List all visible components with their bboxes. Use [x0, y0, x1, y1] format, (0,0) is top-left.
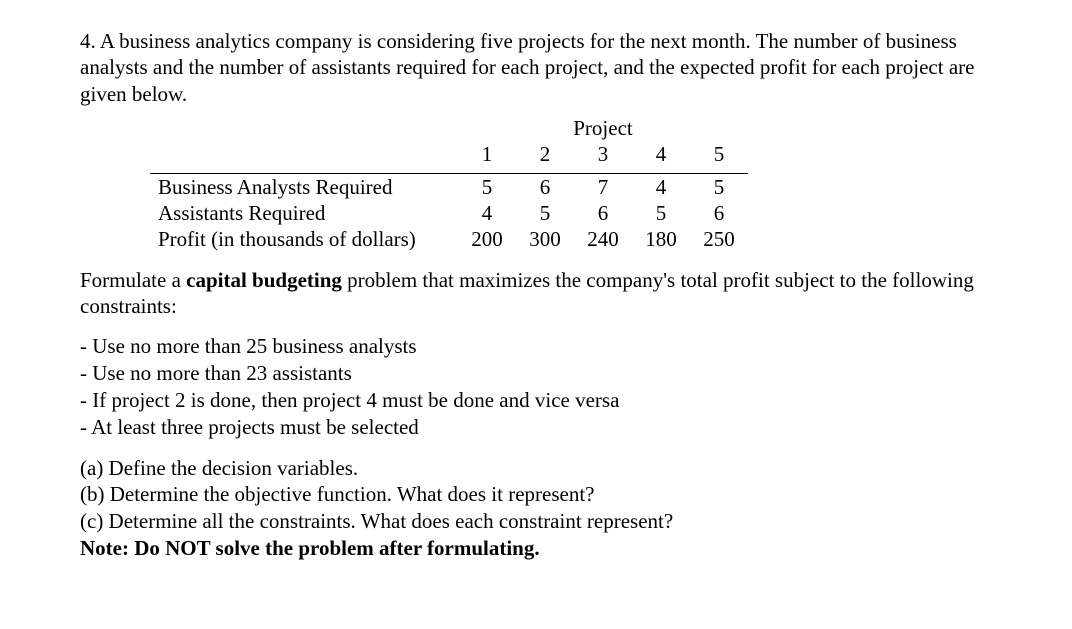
cell: 300	[516, 226, 574, 252]
intro-text: A business analytics company is consider…	[80, 29, 974, 106]
cell: 4	[632, 173, 690, 200]
cell: 6	[574, 200, 632, 226]
col-3: 3	[574, 141, 632, 167]
row-label: Business Analysts Required	[150, 173, 458, 200]
constraint-item: - Use no more than 23 assistants	[80, 360, 992, 387]
cell: 200	[458, 226, 516, 252]
prompt-bold: capital budgeting	[186, 268, 342, 292]
intro-paragraph: 4. A business analytics company is consi…	[80, 28, 992, 107]
constraint-item: - At least three projects must be select…	[80, 414, 992, 441]
prompt-paragraph: Formulate a capital budgeting problem th…	[80, 267, 992, 320]
row-label: Assistants Required	[150, 200, 458, 226]
problem-page: 4. A business analytics company is consi…	[0, 0, 1072, 562]
constraint-item: - Use no more than 25 business analysts	[80, 333, 992, 360]
cell: 6	[516, 173, 574, 200]
cell: 6	[690, 200, 748, 226]
row-label: Profit (in thousands of dollars)	[150, 226, 458, 252]
col-5: 5	[690, 141, 748, 167]
project-header: Project	[458, 115, 748, 141]
cell: 5	[516, 200, 574, 226]
cell: 250	[690, 226, 748, 252]
question-number: 4.	[80, 29, 96, 53]
constraints-list: - Use no more than 25 business analysts …	[80, 333, 992, 441]
cell: 240	[574, 226, 632, 252]
table-column-numbers: 1 2 3 4 5	[150, 141, 748, 167]
cell: 7	[574, 173, 632, 200]
cell: 5	[632, 200, 690, 226]
part-c: (c) Determine all the constraints. What …	[80, 508, 992, 535]
table-super-header: Project	[150, 115, 748, 141]
col-2: 2	[516, 141, 574, 167]
constraint-item: - If project 2 is done, then project 4 m…	[80, 387, 992, 414]
table-row: Business Analysts Required 5 6 7 4 5	[150, 173, 748, 200]
table-row: Assistants Required 4 5 6 5 6	[150, 200, 748, 226]
cell: 4	[458, 200, 516, 226]
cell: 180	[632, 226, 690, 252]
col-1: 1	[458, 141, 516, 167]
col-4: 4	[632, 141, 690, 167]
prompt-pre: Formulate a	[80, 268, 186, 292]
parts-list: (a) Define the decision variables. (b) D…	[80, 455, 992, 563]
table-row: Profit (in thousands of dollars) 200 300…	[150, 226, 748, 252]
data-table: Project 1 2 3 4 5 Business Analysts Requ…	[150, 115, 748, 253]
cell: 5	[458, 173, 516, 200]
note: Note: Do NOT solve the problem after for…	[80, 535, 992, 562]
part-a: (a) Define the decision variables.	[80, 455, 992, 482]
part-b: (b) Determine the objective function. Wh…	[80, 481, 992, 508]
cell: 5	[690, 173, 748, 200]
